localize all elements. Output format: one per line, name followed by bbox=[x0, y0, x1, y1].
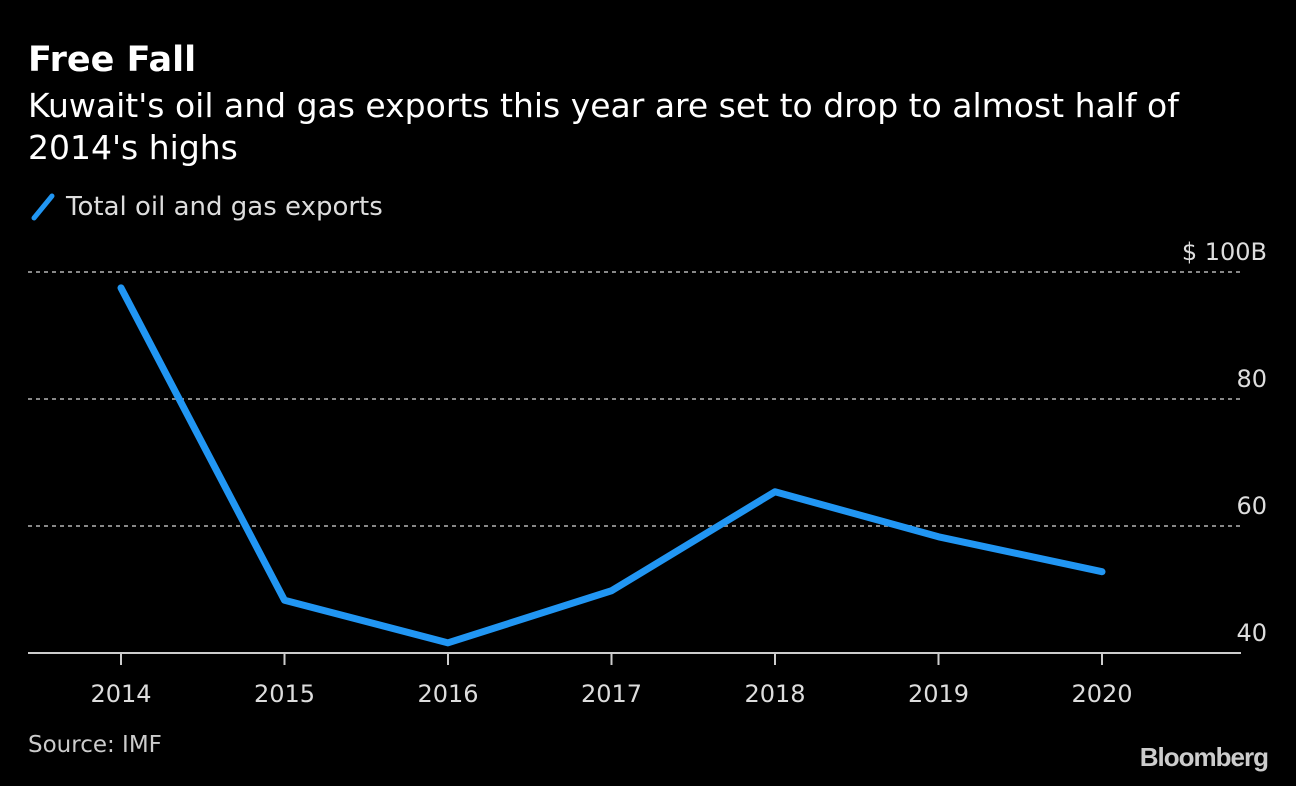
x-tick-label: 2020 bbox=[1071, 680, 1132, 708]
y-tick-label: $ 100B bbox=[1182, 238, 1267, 266]
chart-subtitle: Kuwait's oil and gas exports this year a… bbox=[28, 86, 1179, 167]
legend-line-icon bbox=[31, 193, 55, 221]
x-tick-label: 2015 bbox=[254, 680, 315, 708]
y-tick-label: 40 bbox=[1236, 619, 1267, 647]
y-tick-label: 60 bbox=[1236, 492, 1267, 520]
bloomberg-logo: Bloomberg bbox=[1139, 742, 1269, 772]
y-tick-label: 80 bbox=[1236, 365, 1267, 393]
x-tick-label: 2016 bbox=[417, 680, 478, 708]
source-note: Source: IMF bbox=[28, 732, 162, 758]
x-tick-label: 2014 bbox=[90, 680, 151, 708]
chart-title: Free Fall bbox=[28, 40, 197, 80]
x-tick-label: 2019 bbox=[908, 680, 969, 708]
series-line bbox=[117, 284, 1106, 647]
legend: Total oil and gas exports bbox=[30, 192, 383, 222]
x-tick-label: 2017 bbox=[581, 680, 642, 708]
x-tick-label: 2018 bbox=[744, 680, 805, 708]
legend-label: Total oil and gas exports bbox=[66, 192, 383, 222]
